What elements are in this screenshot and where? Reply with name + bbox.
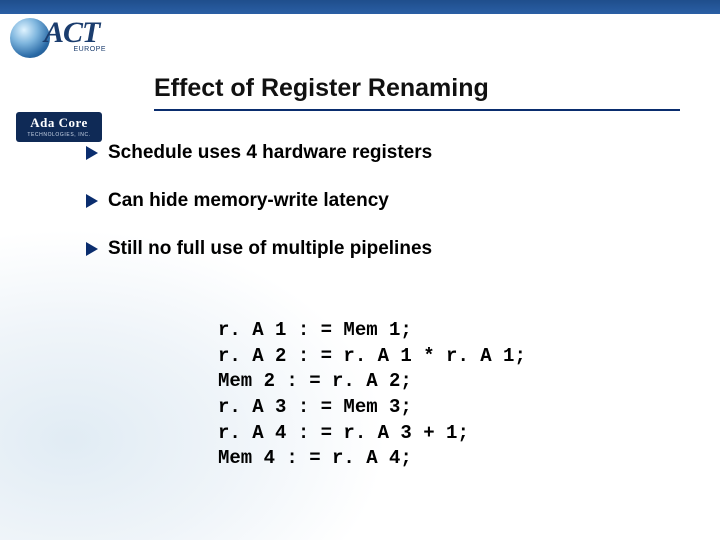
play-icon: [86, 146, 98, 160]
code-line: r. A 2 : = r. A 1 * r. A 1;: [218, 345, 526, 367]
adacore-logo-text: Ada Core: [20, 115, 98, 131]
act-logo: ACT EUROPE: [10, 14, 106, 62]
code-line: r. A 4 : = r. A 3 + 1;: [218, 422, 469, 444]
bullet-text: Schedule uses 4 hardware registers: [108, 142, 432, 164]
bullet-item: Schedule uses 4 hardware registers: [86, 142, 660, 164]
code-line: r. A 3 : = Mem 3;: [218, 396, 412, 418]
code-block: r. A 1 : = Mem 1; r. A 2 : = r. A 1 * r.…: [218, 318, 526, 472]
adacore-logo: Ada Core TECHNOLOGIES, INC.: [16, 112, 102, 142]
play-icon: [86, 242, 98, 256]
bullet-text: Still no full use of multiple pipelines: [108, 238, 432, 260]
logo-stack: ACT EUROPE Ada Core TECHNOLOGIES, INC.: [10, 14, 110, 142]
adacore-logo-subtext: TECHNOLOGIES, INC.: [20, 132, 98, 138]
play-icon: [86, 194, 98, 208]
bullet-item: Can hide memory-write latency: [86, 190, 660, 212]
act-logo-text: ACT: [44, 16, 99, 50]
code-line: r. A 1 : = Mem 1;: [218, 319, 412, 341]
title-block: Effect of Register Renaming: [154, 74, 680, 111]
act-logo-subtext: EUROPE: [73, 46, 106, 53]
slide-container: ACT EUROPE Ada Core TECHNOLOGIES, INC. E…: [0, 0, 720, 540]
code-line: Mem 4 : = r. A 4;: [218, 447, 412, 469]
code-line: Mem 2 : = r. A 2;: [218, 370, 412, 392]
bullet-item: Still no full use of multiple pipelines: [86, 238, 660, 260]
top-accent-bar: [0, 0, 720, 14]
body-block: Schedule uses 4 hardware registers Can h…: [86, 142, 660, 286]
bullet-text: Can hide memory-write latency: [108, 190, 389, 212]
slide-title: Effect of Register Renaming: [154, 74, 680, 111]
